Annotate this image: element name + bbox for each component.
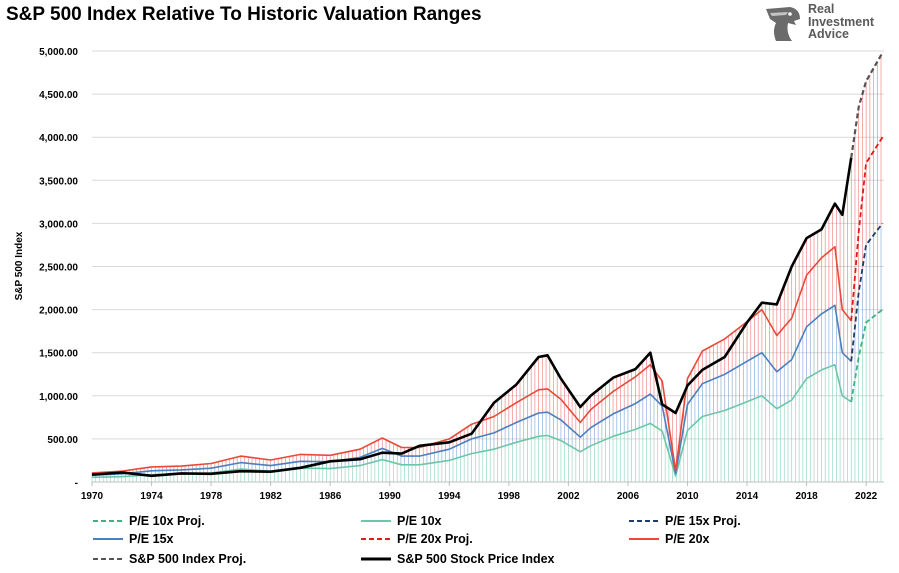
series-pe15-line (91, 304, 852, 476)
grid-layer (92, 50, 884, 440)
y-tick-label-5: 2,500.00 (39, 263, 78, 274)
x-tick-label-8: 2002 (557, 491, 580, 502)
legend-item-3: P/E 15x (92, 530, 173, 548)
legend-swatch-3 (93, 538, 123, 540)
y-tick-label-7: 3,500.00 (39, 176, 78, 187)
y-tick-label-6: 3,000.00 (39, 219, 78, 230)
x-tick-label-10: 2010 (676, 491, 699, 502)
y-axis-title: S&P 500 Index (14, 231, 25, 300)
brand-line-2: Investment (808, 14, 874, 29)
x-tick-label-7: 1998 (498, 491, 521, 502)
legend-label-1: P/E 10x (397, 514, 442, 528)
series-pe20-proj-line (850, 136, 884, 321)
series-pe15-proj-line (850, 222, 884, 362)
brand-logo: Real Investment Advice (762, 3, 892, 45)
legend-swatch-5 (629, 538, 659, 540)
legend-swatch-7 (361, 557, 391, 561)
x-tick-label-0: 1970 (81, 491, 104, 502)
x-tick-label-11: 2014 (736, 491, 759, 502)
legend-label-5: P/E 20x (665, 532, 710, 546)
legend-item-7: S&P 500 Stock Price Index (360, 550, 555, 568)
brand-name: Real Investment Advice (808, 3, 874, 41)
x-tick-label-4: 1986 (319, 491, 342, 502)
legend-label-6: S&P 500 Index Proj. (129, 552, 247, 566)
line-layer (91, 52, 884, 479)
axis-layer: - 500.00 1,000.00 1,500.00 2,000.00 2,500.00 3… (39, 47, 884, 502)
brand-line-1: Real (808, 2, 835, 16)
legend: P/E 10x Proj. P/E 10x P/E 15x Proj. P/E 15x… (0, 508, 899, 572)
x-tick-label-9: 2006 (617, 491, 640, 502)
x-tick-label-12: 2018 (795, 491, 818, 502)
legend-item-2: P/E 15x Proj. (628, 512, 741, 530)
legend-swatch-1 (361, 520, 391, 522)
legend-swatch-4 (361, 538, 391, 540)
legend-item-5: P/E 20x (628, 530, 709, 548)
y-tick-label-0: - (75, 478, 78, 489)
chart-title: S&P 500 Index Relative To Historic Valua… (6, 4, 482, 25)
y-tick-label-8: 4,000.00 (39, 133, 78, 144)
legend-item-0: P/E 10x Proj. (92, 512, 205, 530)
legend-label-7: S&P 500 Stock Price Index (397, 552, 555, 566)
series-pe20-line (91, 245, 852, 474)
legend-label-2: P/E 15x Proj. (665, 514, 741, 528)
brand-line-3: Advice (808, 27, 849, 41)
legend-item-4: P/E 20x Proj. (360, 530, 473, 548)
band-layer (91, 55, 882, 482)
legend-item-1: P/E 10x (360, 512, 441, 530)
x-tick-label-1: 1974 (140, 491, 163, 502)
legend-swatch-6 (93, 558, 123, 560)
y-tick-label-2: 1,000.00 (39, 392, 78, 403)
legend-swatch-2 (629, 520, 659, 522)
x-tick-label-3: 1982 (260, 491, 283, 502)
y-tick-label-4: 2,000.00 (39, 306, 78, 317)
legend-label-4: P/E 20x Proj. (397, 532, 473, 546)
legend-swatch-0 (93, 520, 123, 522)
legend-item-6: S&P 500 Index Proj. (92, 550, 246, 568)
legend-label-0: P/E 10x Proj. (129, 514, 205, 528)
y-tick-label-1: 500.00 (47, 435, 78, 446)
y-tick-label-9: 4,500.00 (39, 90, 78, 101)
eagle-head-icon (766, 7, 800, 41)
legend-label-3: P/E 15x (129, 532, 174, 546)
chart-plot: - 500.00 1,000.00 1,500.00 2,000.00 2,500.00 3… (14, 47, 884, 502)
series-pe10-proj-line (850, 308, 884, 402)
x-tick-label-6: 1994 (438, 491, 461, 502)
series-spx-proj-line (850, 52, 884, 159)
y-tick-label-10: 5,000.00 (39, 47, 78, 58)
x-tick-label-13: 2022 (855, 491, 878, 502)
y-tick-label-3: 1,500.00 (39, 349, 78, 360)
x-tick-label-2: 1978 (200, 491, 223, 502)
series-spx-line (91, 157, 853, 478)
x-tick-label-5: 1990 (379, 491, 402, 502)
